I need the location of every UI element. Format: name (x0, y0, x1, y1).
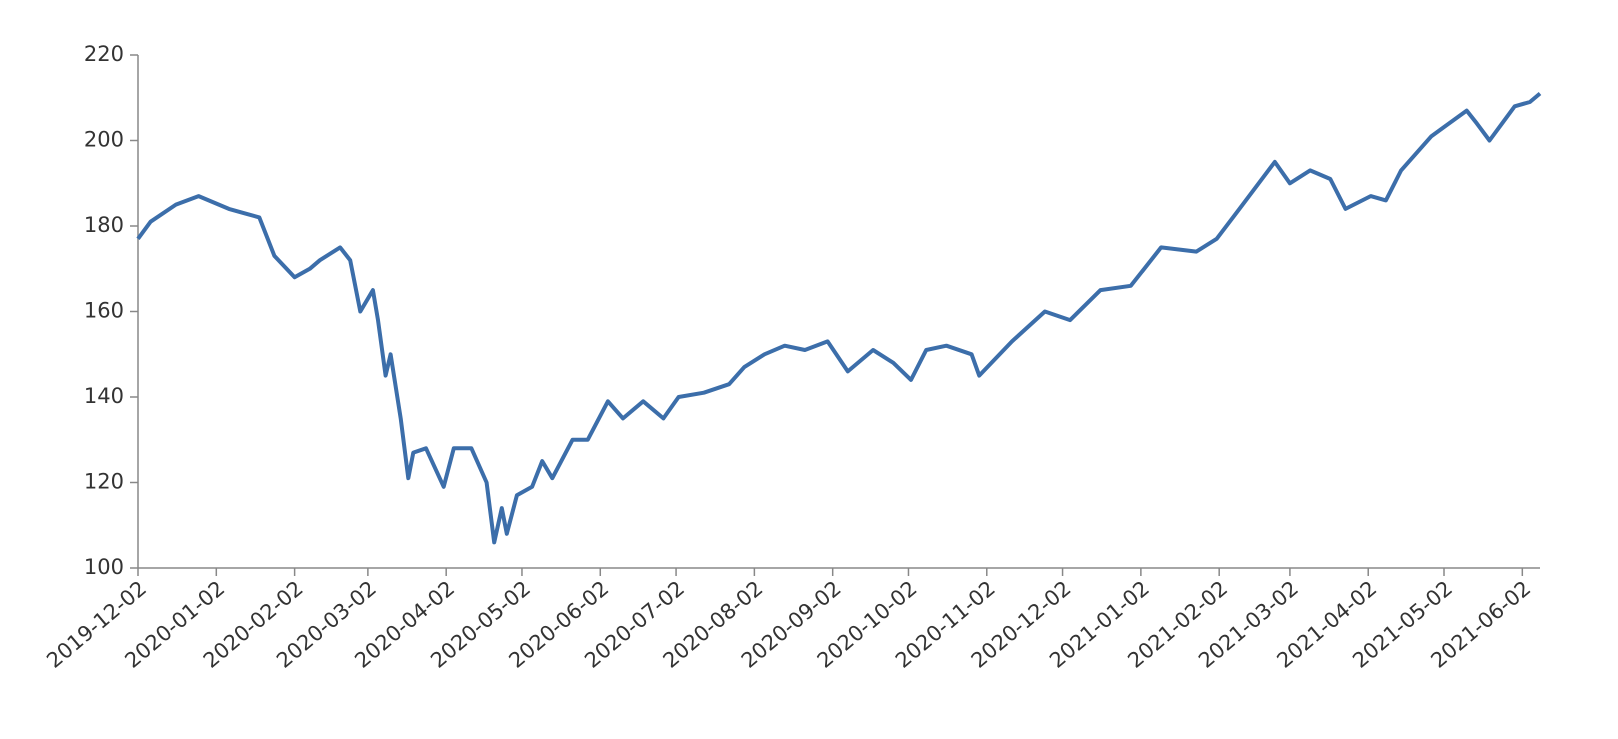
y-tick-label: 160 (84, 299, 124, 323)
y-tick-label: 200 (84, 128, 124, 152)
y-tick-label: 140 (84, 384, 124, 408)
y-tick-label: 220 (84, 42, 124, 66)
y-tick-label: 120 (84, 470, 124, 494)
y-tick-label: 100 (84, 555, 124, 579)
data-line (136, 91, 1542, 545)
y-tick-label: 180 (84, 213, 124, 237)
